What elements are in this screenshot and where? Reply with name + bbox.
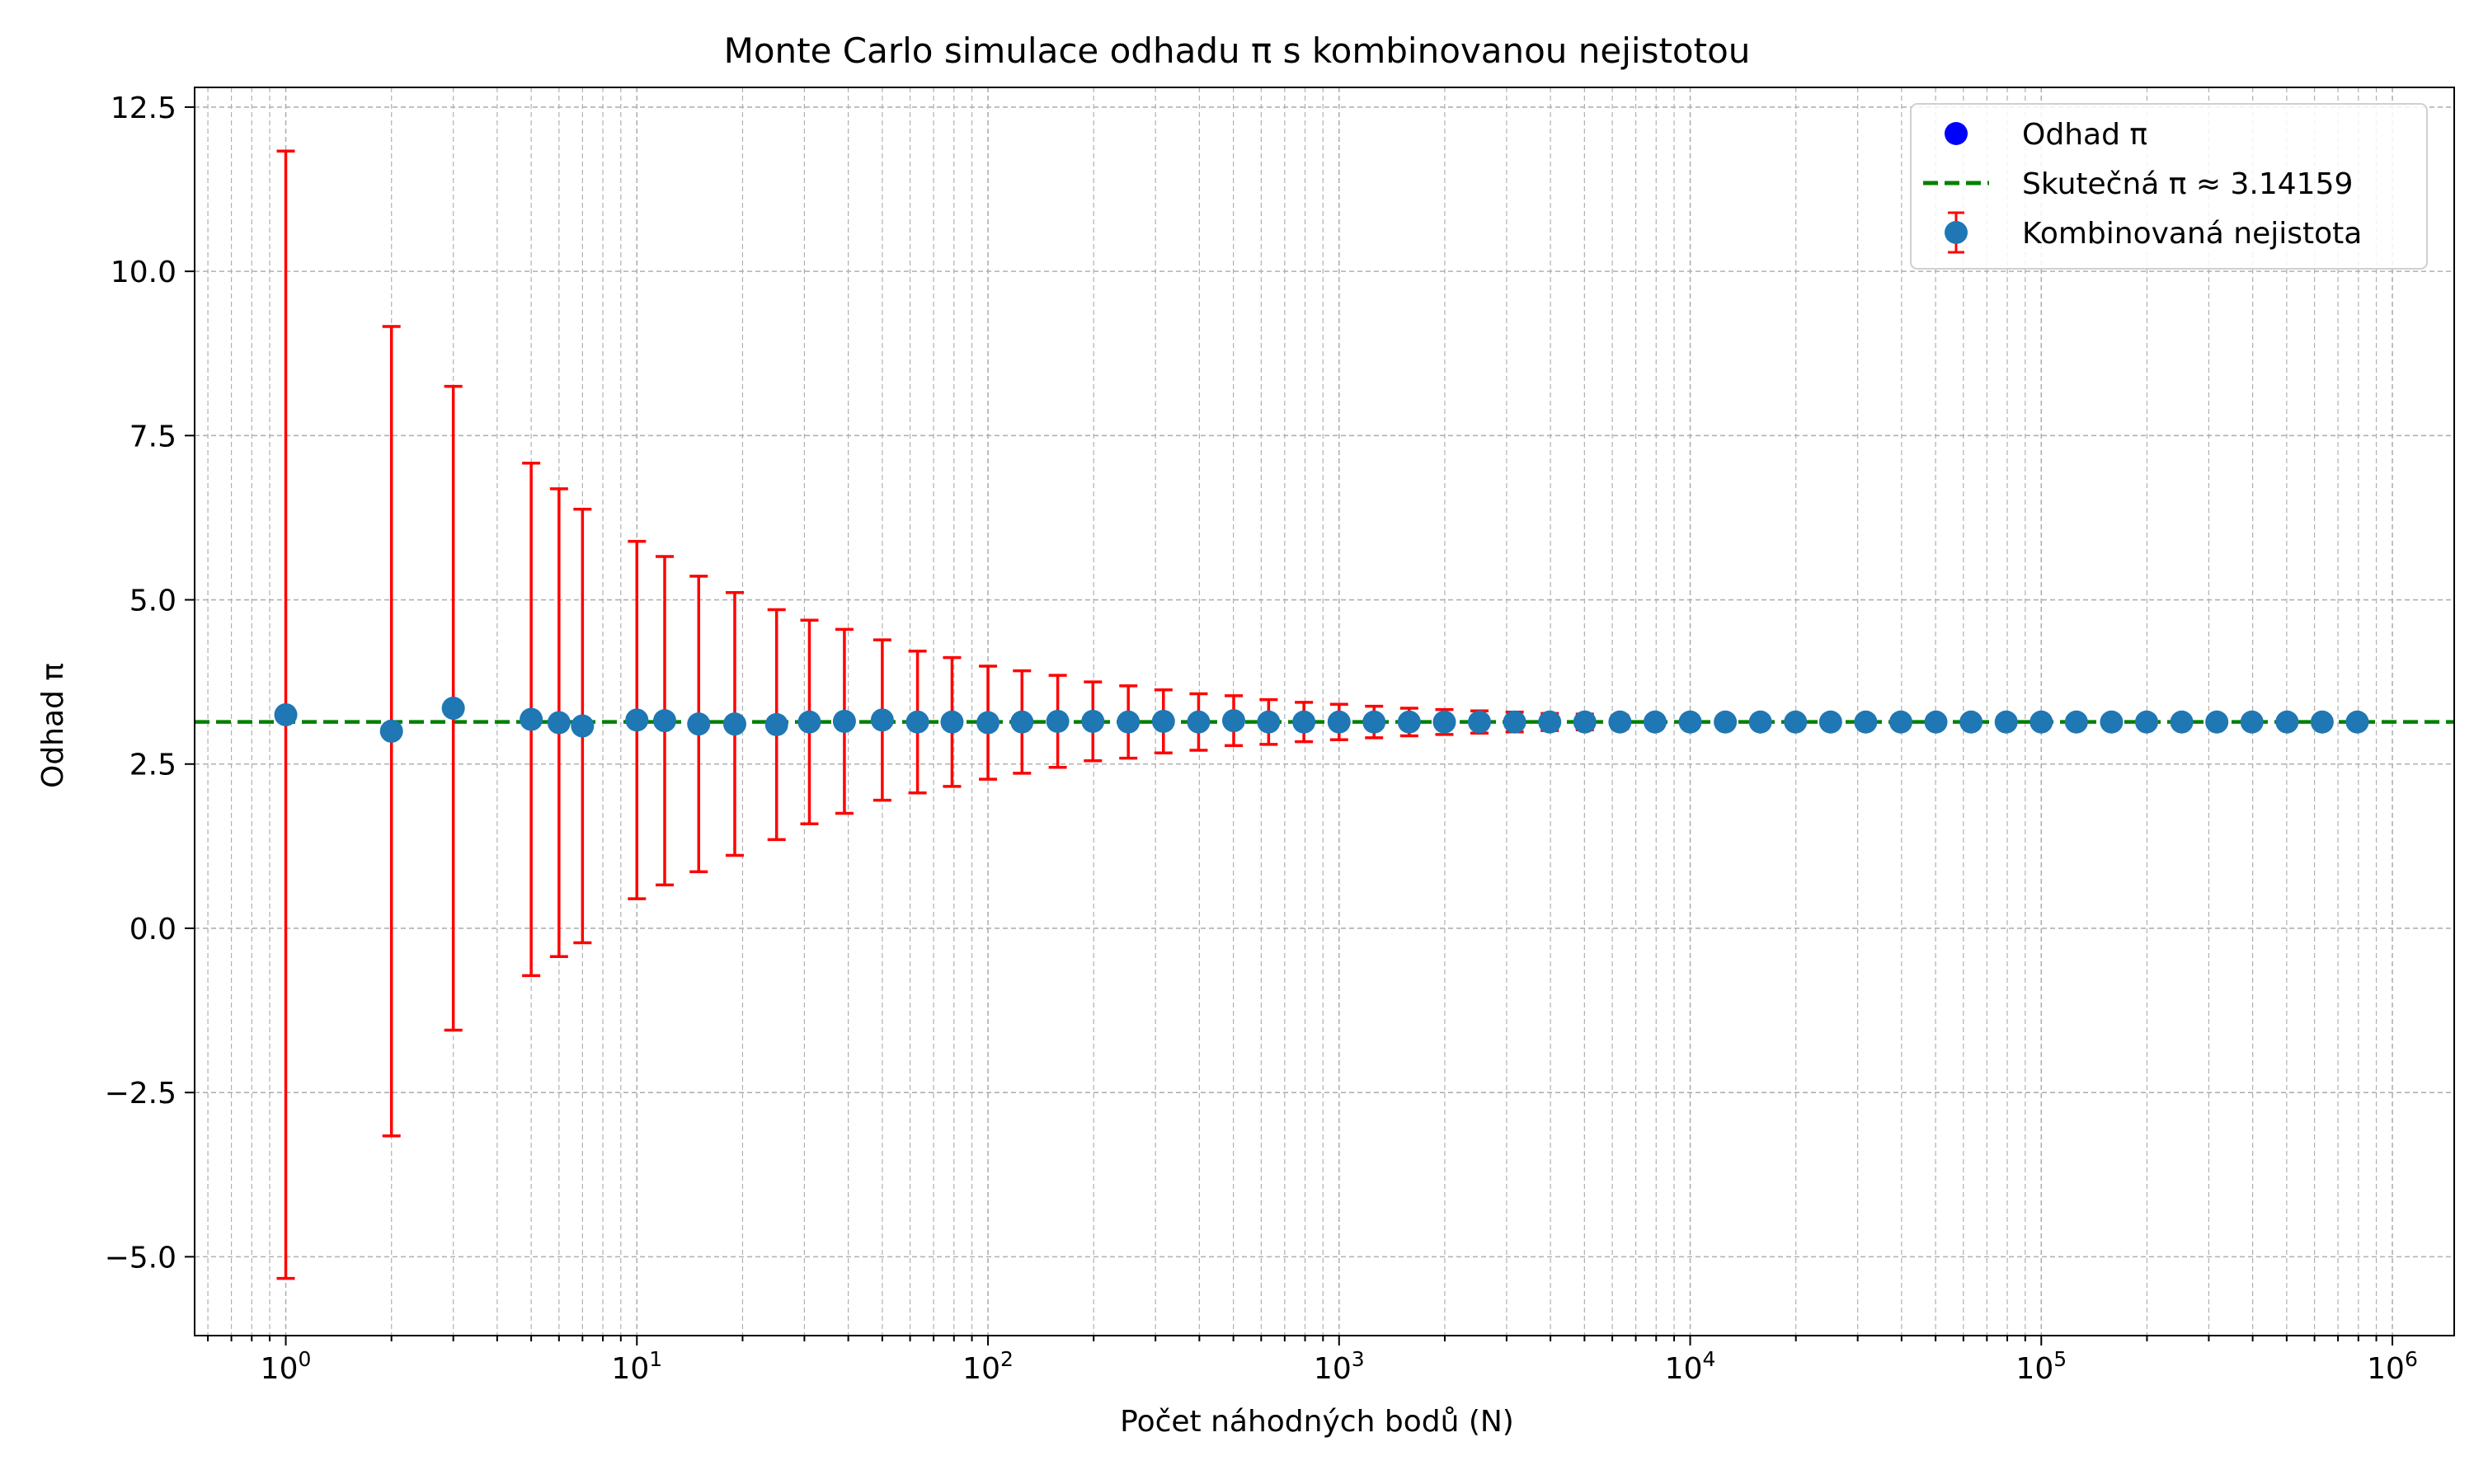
data-point (441, 697, 465, 721)
chart-title: Monte Carlo simulace odhadu π s kombinov… (724, 31, 1751, 71)
data-point (905, 710, 929, 734)
y-tick-label: 12.5 (111, 92, 176, 125)
x-tick-label: 102 (962, 1347, 1014, 1386)
legend-box (1910, 103, 2428, 270)
data-point (870, 708, 894, 732)
data-point (1257, 710, 1281, 734)
data-point (2240, 710, 2264, 734)
data-point (1538, 710, 1562, 734)
data-point (797, 710, 821, 734)
y-tick-label: 2.5 (129, 749, 176, 782)
legend: Odhad π Skutečná π ≈ 3.14159 Kombinovaná… (1910, 103, 2428, 270)
legend-label-estimate: Odhad π (2022, 118, 2147, 152)
x-tick-label: 100 (261, 1347, 312, 1386)
data-point (1187, 710, 1211, 734)
data-point (1573, 710, 1597, 734)
x-tick-label: 104 (1665, 1347, 1716, 1386)
data-point (547, 711, 571, 735)
data-point (1046, 709, 1070, 733)
data-point (1117, 710, 1141, 734)
data-point (764, 712, 788, 736)
data-point (1608, 710, 1632, 734)
data-point (1994, 710, 2018, 734)
data-point (2310, 710, 2334, 734)
data-point (1678, 710, 1702, 734)
error-bars (276, 149, 2367, 1280)
data-point (976, 711, 1000, 735)
data-point (1221, 709, 1245, 733)
data-point (1784, 710, 1808, 734)
data-point (652, 709, 676, 733)
legend-label-reference: Skutečná π ≈ 3.14159 (2022, 167, 2353, 201)
data-point (1397, 710, 1421, 734)
legend-marker-estimate (1945, 122, 1968, 145)
data-point (722, 712, 746, 736)
data-point (1854, 710, 1878, 734)
data-point (1959, 710, 1983, 734)
data-point (1748, 710, 1772, 734)
data-point (625, 708, 649, 732)
x-axis-label: Počet náhodných bodů (N) (1120, 1405, 1514, 1439)
data-point (379, 719, 403, 743)
data-point (2205, 710, 2229, 734)
data-point (1643, 710, 1667, 734)
data-point (832, 709, 856, 733)
y-axis-label: Odhad π (36, 663, 70, 788)
data-point (2064, 710, 2088, 734)
y-tick-label: −5.0 (105, 1241, 176, 1275)
plot-frame (194, 87, 2455, 1336)
data-point (2135, 710, 2159, 734)
legend-label-errorbar: Kombinovaná nejistota (2022, 217, 2362, 251)
data-point (2170, 710, 2194, 734)
data-point (1292, 710, 1316, 734)
data-point (1081, 709, 1105, 733)
data-point (274, 702, 298, 726)
data-point (1503, 710, 1526, 734)
y-tick-label: 7.5 (129, 420, 176, 453)
data-point (1327, 710, 1351, 734)
data-point (1714, 710, 1738, 734)
data-points (274, 697, 2369, 743)
y-axis-ticks: −5.0 −2.5 0.0 2.5 5.0 7.5 10.0 12.5 (105, 92, 195, 1275)
x-tick-label: 103 (1314, 1347, 1365, 1386)
data-point (1924, 710, 1948, 734)
x-tick-label: 101 (611, 1347, 662, 1386)
data-point (687, 712, 711, 736)
data-point (520, 707, 543, 731)
y-tick-label: 10.0 (111, 256, 176, 289)
data-point (1468, 710, 1492, 734)
data-point (2275, 710, 2299, 734)
data-point (2030, 710, 2053, 734)
y-tick-label: 0.0 (129, 913, 176, 946)
data-point (1151, 709, 1175, 733)
grid (195, 87, 2454, 1336)
data-point (1888, 710, 1912, 734)
data-point (2100, 710, 2124, 734)
x-tick-label: 105 (2015, 1347, 2067, 1386)
data-point (940, 710, 964, 734)
legend-marker-errorbar (1945, 211, 1968, 254)
data-point (2345, 710, 2369, 734)
data-point (1010, 710, 1034, 734)
data-point (1362, 710, 1386, 734)
x-axis-ticks: 100 101 102 103 104 105 106 (207, 1336, 2418, 1386)
x-tick-label: 106 (2367, 1347, 2418, 1386)
data-point (1432, 710, 1456, 734)
data-point (1818, 710, 1842, 734)
y-tick-label: 5.0 (129, 585, 176, 618)
y-tick-label: −2.5 (105, 1077, 176, 1111)
data-point (571, 714, 595, 738)
